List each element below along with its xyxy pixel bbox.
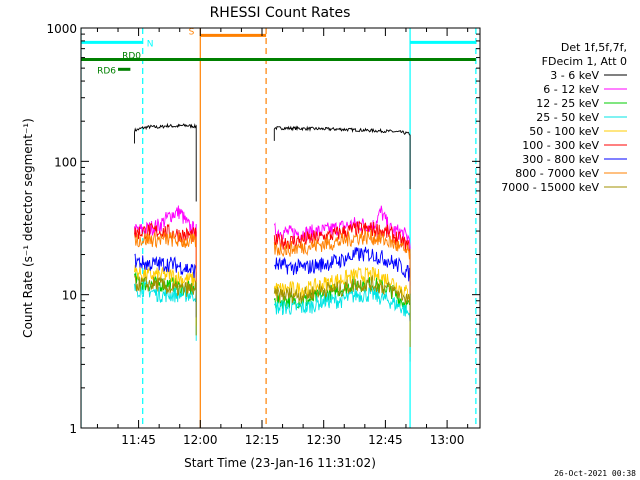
series-line-1-seg-1 xyxy=(273,205,411,286)
x-tick-label-4: 12:45 xyxy=(368,433,403,447)
x-tick-label-1: 12:00 xyxy=(183,433,218,447)
series-line-8-seg-1 xyxy=(273,274,411,347)
series-line-5-seg-0 xyxy=(134,223,197,282)
y-tick-label-0: 1 xyxy=(69,422,77,436)
series-lines xyxy=(134,122,411,362)
legend-header-1: FDecim 1, Att 0 xyxy=(542,55,627,68)
legend-entry-0: 3 - 6 keV xyxy=(550,69,599,82)
series-line-7-seg-0 xyxy=(134,230,197,288)
flag-label-s: S xyxy=(189,27,195,37)
y-axis-label: Count Rate (s⁻¹ detector segment⁻¹) xyxy=(21,118,35,338)
series-line-5-seg-1 xyxy=(273,220,411,296)
footer-timestamp: 26-Oct-2021 00:38 xyxy=(554,469,636,478)
series-line-0-seg-0 xyxy=(134,122,197,202)
legend-entry-1: 6 - 12 keV xyxy=(543,83,599,96)
x-tick-label-5: 13:00 xyxy=(430,433,465,447)
flag-label-rd6: RD6 xyxy=(97,66,116,76)
y-tick-label-3: 1000 xyxy=(46,22,77,36)
series-line-8-seg-0 xyxy=(134,274,197,336)
legend-entry-6: 300 - 800 keV xyxy=(522,153,599,166)
legend-entry-3: 25 - 50 keV xyxy=(536,111,599,124)
series-line-6-seg-1 xyxy=(274,246,411,322)
series-line-4-seg-0 xyxy=(134,264,197,326)
flag-label-n: N xyxy=(147,39,154,49)
series-line-6-seg-0 xyxy=(134,253,197,318)
legend-header-0: Det 1f,5f,7f, xyxy=(561,41,627,54)
plot-frame xyxy=(80,27,481,429)
legend-entry-7: 800 - 7000 keV xyxy=(515,167,599,180)
series-line-4-seg-1 xyxy=(273,266,411,341)
y-tick-label-1: 10 xyxy=(62,289,77,303)
legend-entry-8: 7000 - 15000 keV xyxy=(501,181,599,194)
y-axis: 1 10 100 1000 xyxy=(46,22,480,436)
series-line-0-seg-1 xyxy=(273,125,411,189)
chart-title: RHESSI Count Rates xyxy=(210,5,351,21)
flag-bars: N S RD0 RD6 xyxy=(81,27,476,76)
legend-entry-2: 12 - 25 keV xyxy=(536,97,599,110)
x-axis: 11:45 12:00 12:15 12:30 12:45 13:00 xyxy=(96,28,469,447)
x-tick-label-2: 12:15 xyxy=(245,433,280,447)
y-tick-label-2: 100 xyxy=(54,155,77,169)
legend-entry-4: 50 - 100 keV xyxy=(529,125,599,138)
x-tick-label-0: 11:45 xyxy=(121,433,156,447)
series-line-7-seg-1 xyxy=(273,229,411,301)
flag-label-rd0: RD0 xyxy=(122,52,141,62)
legend-entry-5: 100 - 300 keV xyxy=(522,139,599,152)
x-tick-label-3: 12:30 xyxy=(306,433,341,447)
series-line-3-seg-0 xyxy=(134,280,197,341)
x-axis-label: Start Time (23-Jan-16 11:31:02) xyxy=(184,456,376,470)
